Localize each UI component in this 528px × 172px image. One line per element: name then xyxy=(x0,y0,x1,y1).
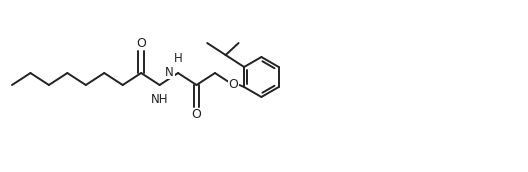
Text: O: O xyxy=(192,109,202,121)
Text: O: O xyxy=(136,36,146,50)
Text: N: N xyxy=(165,66,174,78)
Text: O: O xyxy=(229,78,238,92)
Text: NH: NH xyxy=(151,93,168,106)
Text: H: H xyxy=(174,52,183,65)
